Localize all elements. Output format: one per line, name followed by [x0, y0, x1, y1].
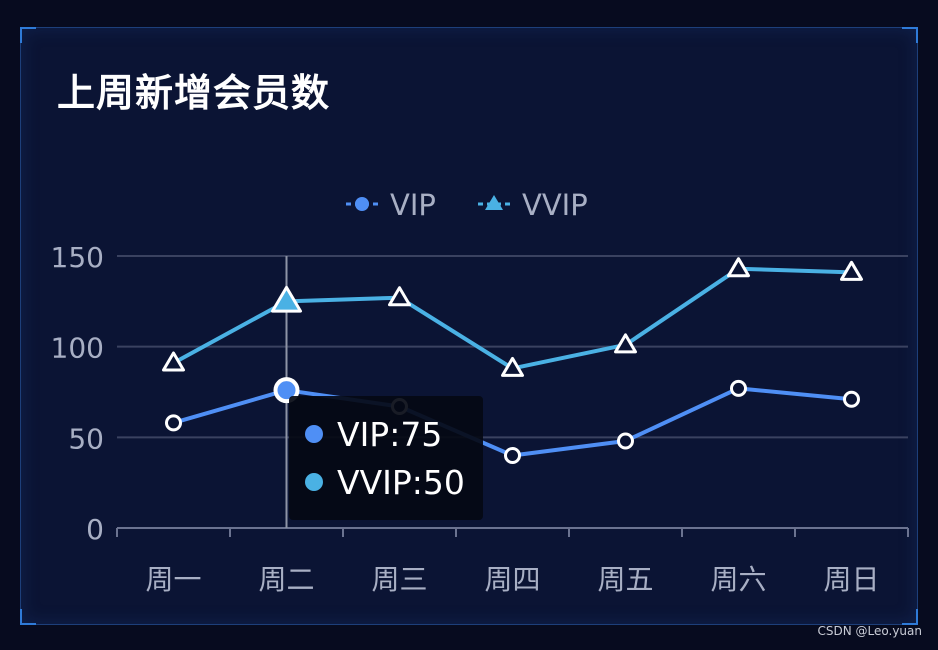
vvip-point-1 [162, 351, 185, 372]
legend-label-vip: VIP [390, 188, 436, 222]
legend-circle-icon [355, 197, 369, 211]
y-tick-label-150: 150 [51, 241, 104, 274]
chart-panel: 上周新增会员数 [20, 27, 918, 625]
legend-item-vip[interactable]: VIP [346, 188, 436, 222]
tooltip-vip-dot [305, 425, 323, 443]
tooltip-row-vip: VIP:75 [305, 410, 483, 458]
legend-item-vvip[interactable]: VVIP [478, 188, 588, 222]
y-tick-label-100: 100 [51, 332, 104, 365]
series-line-vip [172, 386, 852, 458]
y-tick-label-50: 50 [68, 422, 104, 455]
series-line-vvip [172, 266, 852, 371]
tooltip-row-vvip: VVIP:50 [305, 458, 483, 506]
tooltip-vvip-dot [305, 473, 323, 491]
panel-corner-top-left [20, 27, 36, 43]
vvip-point-3 [388, 286, 411, 307]
vip-point-7 [843, 390, 860, 408]
vvip-point-5 [614, 333, 637, 354]
watermark: CSDN @Leo.yuan [817, 624, 923, 638]
chart-tooltip: VIP:75 VVIP:50 [289, 396, 483, 520]
vvip-point-6 [727, 257, 750, 278]
chart-title: 上周新增会员数 [57, 71, 331, 115]
vip-point-4 [504, 446, 521, 464]
vip-point-6 [730, 379, 747, 397]
y-tick-label-0: 0 [86, 513, 104, 546]
vip-point-1 [165, 414, 182, 432]
vip-point-5 [617, 432, 634, 450]
x-tick-label-4: 周四 [484, 563, 540, 596]
x-tick-label-2: 周二 [258, 563, 314, 596]
x-tick-label-5: 周五 [597, 563, 653, 596]
x-tick-label-7: 周日 [823, 563, 879, 596]
tooltip-vvip-text: VVIP:50 [337, 462, 465, 502]
x-tick-label-6: 周六 [710, 563, 766, 596]
vvip-point-7 [840, 260, 863, 281]
x-tick-label-3: 周三 [371, 563, 427, 596]
vip-point-2 [273, 377, 300, 404]
vvip-point-2 [271, 285, 302, 313]
vvip-point-4 [501, 356, 524, 377]
panel-corner-bottom-right [902, 609, 918, 625]
panel-corner-top-right [902, 27, 918, 43]
x-tick-label-1: 周一 [145, 563, 201, 596]
legend-label-vvip: VVIP [522, 188, 588, 222]
panel-corner-bottom-left [20, 609, 36, 625]
tooltip-vip-text: VIP:75 [337, 414, 443, 454]
legend-triangle-icon [485, 195, 503, 210]
